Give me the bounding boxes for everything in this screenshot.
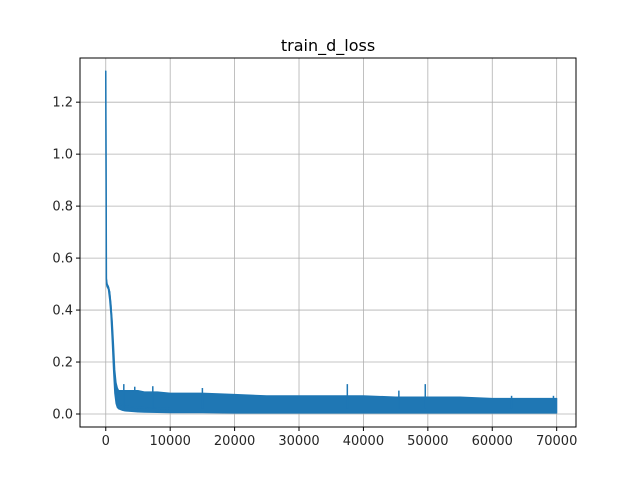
x-tick-label: 50000 <box>407 434 448 449</box>
grid-lines <box>80 58 576 427</box>
x-tick-label: 10000 <box>150 434 191 449</box>
x-tick-label: 0 <box>102 434 110 449</box>
y-tick-label: 1.0 <box>52 148 73 163</box>
y-tick-label: 0.0 <box>52 408 73 423</box>
y-tick-label: 1.2 <box>52 96 73 111</box>
series-noise-band <box>105 70 558 414</box>
chart-title: train_d_loss <box>281 36 375 56</box>
series-group <box>105 70 558 414</box>
y-tick-label: 0.6 <box>52 252 73 267</box>
x-tick-label: 60000 <box>472 434 513 449</box>
x-tick-label: 20000 <box>214 434 255 449</box>
x-tick-label: 70000 <box>536 434 577 449</box>
plot-frame <box>79 57 577 428</box>
x-tick-label: 30000 <box>278 434 319 449</box>
y-tick-label: 0.8 <box>52 200 73 215</box>
series-line <box>105 70 557 410</box>
x-tick-label: 40000 <box>343 434 384 449</box>
y-tick-label: 0.2 <box>52 356 73 371</box>
x-axis: 0 10000 20000 30000 40000 50000 60000 70000 <box>102 427 577 449</box>
y-tick-label: 0.4 <box>52 304 73 319</box>
y-axis: 0.0 0.2 0.4 0.6 0.8 1.0 1.2 <box>52 96 80 423</box>
